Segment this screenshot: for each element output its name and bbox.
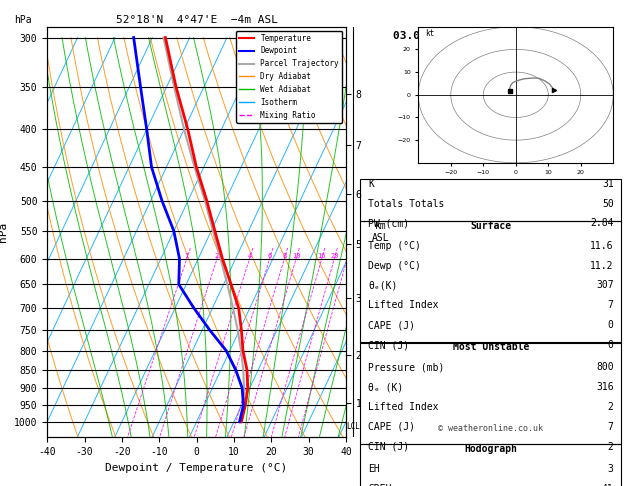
Text: Lifted Index: Lifted Index [368,402,439,412]
X-axis label: Dewpoint / Temperature (°C): Dewpoint / Temperature (°C) [106,463,287,473]
Text: 16: 16 [318,253,326,259]
Bar [360,221,621,343]
Text: CIN (J): CIN (J) [368,442,409,452]
Text: K: K [368,179,374,189]
Text: Hodograph: Hodograph [464,444,518,454]
Text: Pressure (mb): Pressure (mb) [368,362,445,372]
Text: CAPE (J): CAPE (J) [368,422,415,432]
Text: 2: 2 [215,253,219,259]
Text: Surface: Surface [470,221,511,231]
Title: 52°18'N  4°47'E  −4m ASL: 52°18'N 4°47'E −4m ASL [116,15,277,25]
Text: 1: 1 [185,253,189,259]
Y-axis label: km
ASL: km ASL [372,221,390,243]
Text: 307: 307 [596,280,614,291]
Text: Temp (°C): Temp (°C) [368,241,421,251]
Text: 6: 6 [267,253,272,259]
Text: 11.2: 11.2 [590,260,614,271]
Bar [360,342,621,445]
Text: 31: 31 [602,179,614,189]
Text: LCL: LCL [347,422,360,431]
Text: θₑ(K): θₑ(K) [368,280,398,291]
Text: Most Unstable: Most Unstable [453,342,529,352]
Text: Totals Totals: Totals Totals [368,199,445,208]
Text: 8: 8 [282,253,286,259]
Text: SREH: SREH [368,484,392,486]
Text: 0: 0 [608,340,614,350]
Text: θₑ (K): θₑ (K) [368,382,403,392]
Text: EH: EH [368,464,380,474]
Text: 316: 316 [596,382,614,392]
Text: 20: 20 [330,253,338,259]
Text: 03.05.2024  06GMT  (Base: 06): 03.05.2024 06GMT (Base: 06) [393,31,589,41]
Text: 3: 3 [608,464,614,474]
Text: 0: 0 [608,320,614,330]
Text: 50: 50 [602,199,614,208]
Text: 7: 7 [608,300,614,310]
Text: 10: 10 [292,253,301,259]
Text: © weatheronline.co.uk: © weatheronline.co.uk [438,424,543,434]
Text: 800: 800 [596,362,614,372]
Text: hPa: hPa [14,15,32,25]
Text: Dewp (°C): Dewp (°C) [368,260,421,271]
Bar [360,179,621,221]
Text: 2.84: 2.84 [590,219,614,228]
Bar [360,444,621,486]
Text: 4: 4 [247,253,252,259]
Y-axis label: hPa: hPa [0,222,8,242]
Legend: Temperature, Dewpoint, Parcel Trajectory, Dry Adiabat, Wet Adiabat, Isotherm, Mi: Temperature, Dewpoint, Parcel Trajectory… [236,31,342,122]
Text: kt: kt [425,29,434,38]
Text: 7: 7 [608,422,614,432]
Text: CIN (J): CIN (J) [368,340,409,350]
Text: 2: 2 [608,402,614,412]
Text: PW (cm): PW (cm) [368,219,409,228]
Text: 2: 2 [608,442,614,452]
Text: CAPE (J): CAPE (J) [368,320,415,330]
Text: 11.6: 11.6 [590,241,614,251]
Text: Lifted Index: Lifted Index [368,300,439,310]
Text: 41: 41 [602,484,614,486]
